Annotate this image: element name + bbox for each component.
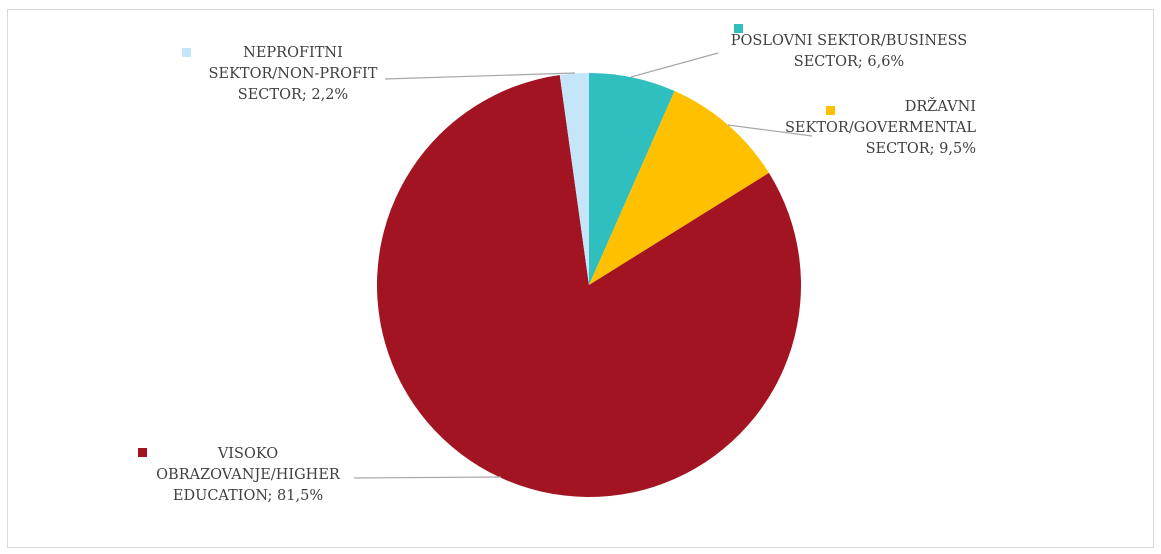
- data-label-line: NEPROFITNI: [243, 45, 343, 61]
- label-marker: [734, 24, 743, 33]
- data-label-line: SECTOR; 9,5%: [866, 141, 976, 157]
- data-label: POSLOVNI SEKTOR/BUSINESS SECTOR; 6,6%: [731, 33, 967, 70]
- label-marker: [138, 448, 147, 457]
- data-label: NEPROFITNI SEKTOR/NON-PROFIT SECTOR; 2,2%: [209, 45, 378, 103]
- pie-slice: [377, 75, 801, 498]
- data-label: DRŽAVNI SEKTOR/GOVERMENTAL SECTOR; 9,5%: [785, 97, 976, 157]
- data-label-line: OBRAZOVANJE/HIGHER: [156, 467, 341, 483]
- data-label-line: SECTOR; 2,2%: [238, 87, 348, 103]
- data-label-line: SECTOR; 6,6%: [794, 54, 904, 70]
- data-label-line: POSLOVNI SEKTOR/BUSINESS: [731, 33, 967, 49]
- data-label-line: DRŽAVNI: [905, 97, 976, 115]
- data-label: VISOKO OBRAZOVANJE/HIGHER EDUCATION; 81,5%: [156, 446, 341, 504]
- leader-line: [630, 52, 719, 78]
- data-label-line: VISOKO: [217, 446, 278, 462]
- data-label-line: SEKTOR/GOVERMENTAL: [785, 120, 976, 136]
- leader-line: [384, 72, 576, 80]
- data-label-line: EDUCATION; 81,5%: [173, 488, 323, 504]
- leader-line: [353, 476, 502, 479]
- label-marker: [826, 106, 835, 115]
- data-label-line: SEKTOR/NON-PROFIT: [209, 66, 378, 82]
- pie-slice: [589, 73, 675, 285]
- leader-line: [727, 124, 813, 137]
- pie-slice: [559, 73, 589, 285]
- label-marker: [182, 48, 191, 57]
- pie-slice: [589, 91, 769, 286]
